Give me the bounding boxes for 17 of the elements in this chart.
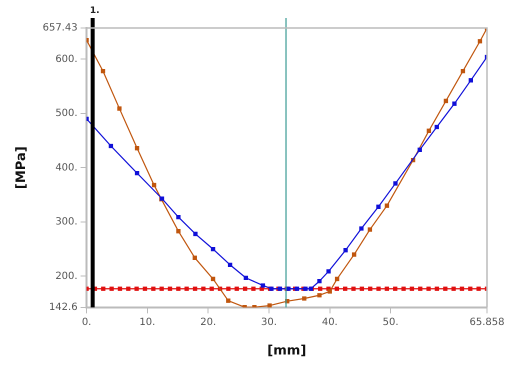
y-axis-title: [MPa] xyxy=(14,146,30,190)
ref-line-label: 1. xyxy=(90,6,100,16)
y-tick-label: 200. xyxy=(55,270,78,282)
y-tick-label: 142.6 xyxy=(48,302,78,313)
x-tick-label: 50. xyxy=(382,316,399,328)
y-tick-label: 500. xyxy=(55,108,78,120)
x-tick-label: 40. xyxy=(322,316,338,328)
y-tick-label: 600. xyxy=(55,54,78,65)
y-tick-label: 657.43 xyxy=(42,22,78,34)
y-tick-label: 400. xyxy=(55,162,78,174)
x-axis-title: [mm] xyxy=(267,344,306,359)
x-tick-label: 0. xyxy=(82,316,92,328)
x-tick-label: 20. xyxy=(200,316,216,328)
x-tick-label: 30. xyxy=(261,316,277,328)
x-tick-label: 10. xyxy=(139,316,156,328)
x-tick-label: 65.858 xyxy=(470,316,504,328)
y-tick-label: 300. xyxy=(55,216,78,228)
